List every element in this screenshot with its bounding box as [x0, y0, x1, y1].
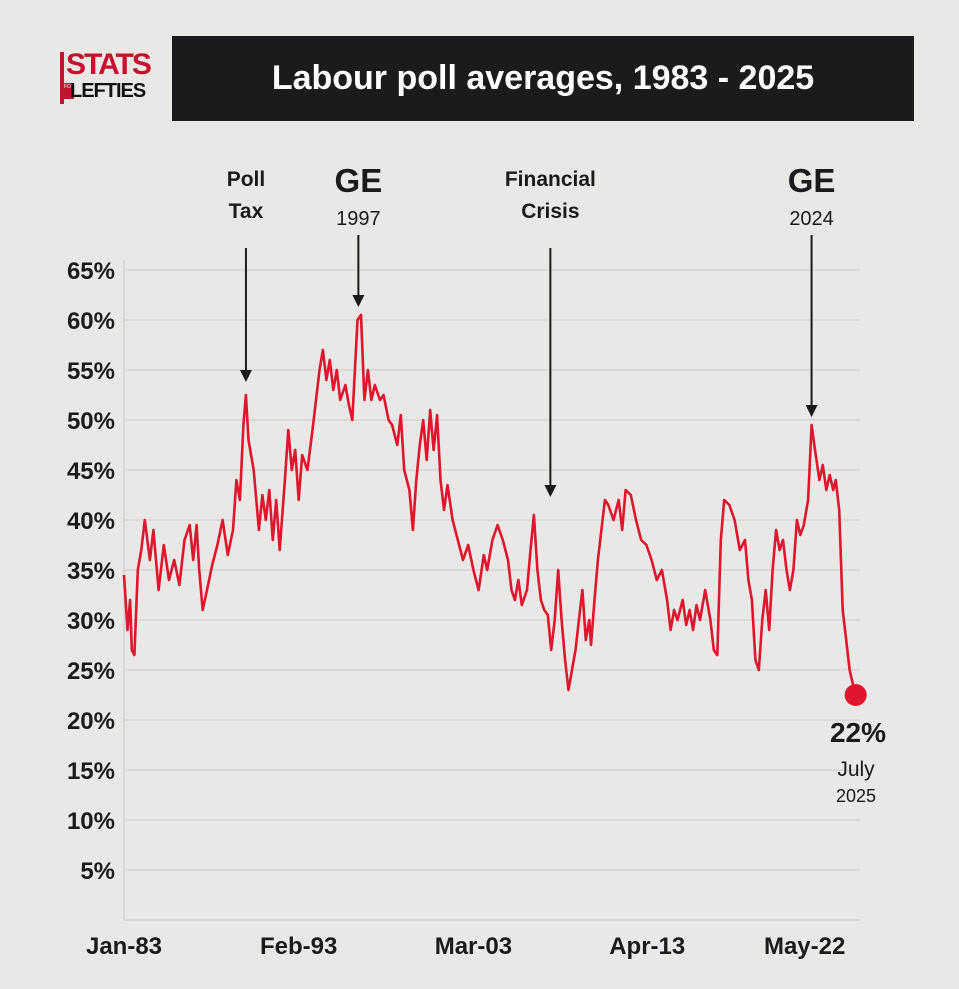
annotation-label-2-line1: Financial — [505, 168, 596, 191]
annotation-label-2-line2: Crisis — [521, 200, 579, 223]
x-tick-jan-83: Jan-83 — [86, 933, 162, 960]
annotation-arrowhead-0 — [239, 370, 252, 382]
chart-title: Labour poll averages, 1983 - 2025 — [271, 59, 815, 97]
x-tick-feb-93: Feb-93 — [260, 933, 337, 960]
annotation-0: Poll Tax — [227, 168, 266, 382]
labour-poll-line — [122, 313, 857, 696]
annotation-arrowhead-2 — [544, 485, 557, 497]
end-point-dot — [844, 684, 867, 706]
x-tick-may-22: May-22 — [764, 933, 845, 960]
logo-top-text: STATS — [66, 48, 152, 81]
annotations: Poll Tax GE 1997 Financial Crisis GE 2024 — [227, 162, 836, 497]
y-tick-20: 20% — [67, 708, 115, 735]
x-tick-labels: Jan-83 Feb-93 Mar-03 Apr-13 May-22 — [86, 933, 845, 960]
y-tick-25: 25% — [67, 658, 115, 685]
x-tick-mar-03: Mar-03 — [435, 933, 512, 960]
y-tick-45: 45% — [67, 458, 115, 485]
annotation-1: GE 1997 — [335, 162, 383, 307]
annotation-label-3-line1: GE — [788, 162, 836, 199]
annotation-label-3-line2: 2024 — [789, 208, 834, 230]
y-tick-15: 15% — [67, 758, 115, 785]
logo-for-tag: FOR — [64, 83, 75, 99]
chart-title-banner: Labour poll averages, 1983 - 2025 — [172, 36, 914, 121]
annotation-label-0-line1: Poll — [227, 168, 266, 191]
y-tick-30: 30% — [67, 608, 115, 635]
y-tick-10: 10% — [67, 808, 115, 835]
grid-lines — [124, 269, 860, 871]
y-tick-65: 65% — [67, 258, 115, 285]
annotation-label-1-line2: 1997 — [336, 208, 381, 230]
end-point-year: 2025 — [836, 786, 876, 806]
annotation-arrowhead-3 — [805, 405, 818, 417]
annotation-arrowhead-1 — [352, 295, 365, 307]
end-point-value: 22% — [830, 717, 886, 748]
x-tick-apr-13: Apr-13 — [609, 933, 685, 960]
end-point-group: 22% July 2025 — [830, 684, 886, 806]
y-tick-40: 40% — [67, 508, 115, 535]
logo-bottom-text: LEFTIES — [70, 80, 146, 102]
logo-bar — [60, 52, 64, 104]
y-tick-50: 50% — [67, 408, 115, 435]
y-tick-labels: 5% 10% 15% 20% 25% 30% 35% 40% 45% 50% 55% 60% 65% — [67, 258, 115, 885]
annotation-3: GE 2024 — [788, 162, 836, 417]
y-tick-55: 55% — [67, 358, 115, 385]
annotation-label-1-line1: GE — [335, 162, 383, 199]
end-point-month: July — [837, 758, 875, 781]
annotation-2: Financial Crisis — [505, 168, 596, 497]
y-tick-60: 60% — [67, 308, 115, 335]
y-tick-35: 35% — [67, 558, 115, 585]
y-tick-5: 5% — [80, 858, 115, 885]
annotation-label-0-line2: Tax — [229, 200, 264, 223]
stats-for-lefties-logo: STATS FOR LEFTIES — [60, 50, 152, 108]
